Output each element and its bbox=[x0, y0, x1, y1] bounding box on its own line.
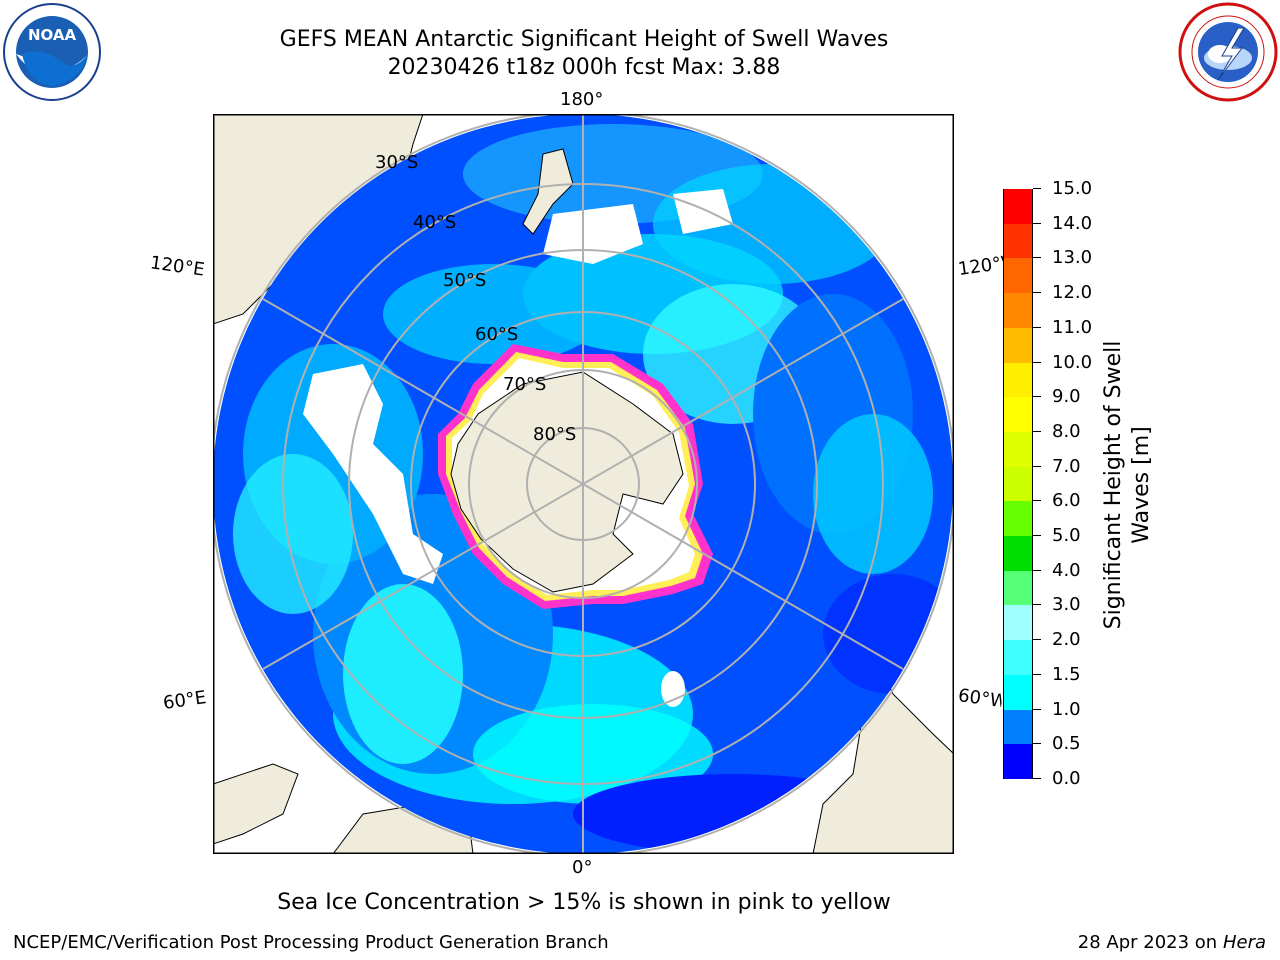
colorbar-label: Significant Height of Swell Waves [m] bbox=[1100, 341, 1156, 630]
colorbar-tick bbox=[1033, 430, 1041, 432]
colorbar-tick-label: 9.0 bbox=[1052, 386, 1081, 408]
noaa-logo: NOAA bbox=[3, 3, 101, 101]
colorbar-tick-label: 6.0 bbox=[1052, 490, 1081, 512]
colorbar-tick bbox=[1033, 778, 1041, 779]
colorbar-tick-label: 2.0 bbox=[1052, 629, 1081, 651]
footer-credit: NCEP/EMC/Verification Post Processing Pr… bbox=[13, 932, 609, 953]
lat-label-40: 40°S bbox=[413, 212, 456, 233]
lon-label-60w: 60°W bbox=[956, 685, 1004, 712]
colorbar-segment bbox=[1004, 188, 1032, 224]
colorbar-segment bbox=[1004, 223, 1032, 259]
colorbar-tick bbox=[1033, 188, 1041, 189]
lat-label-50: 50°S bbox=[443, 270, 486, 291]
colorbar-tick bbox=[1033, 743, 1041, 745]
lon-label-120e: 120°E bbox=[148, 252, 206, 281]
colorbar bbox=[1003, 188, 1033, 779]
madagascar-land bbox=[213, 763, 299, 845]
colorbar-segment bbox=[1004, 570, 1032, 606]
colorbar-tick-label: 5.0 bbox=[1052, 525, 1081, 547]
colorbar-tick-label: 12.0 bbox=[1052, 282, 1093, 304]
sea-ice-note: Sea Ice Concentration > 15% is shown in … bbox=[277, 890, 891, 915]
colorbar-tick bbox=[1033, 292, 1041, 294]
polar-map: 30°S 40°S 50°S 60°S 70°S 80°S bbox=[213, 114, 954, 854]
colorbar-tick-label: 4.0 bbox=[1052, 559, 1081, 581]
colorbar-segment bbox=[1004, 639, 1032, 675]
colorbar-tick bbox=[1033, 396, 1041, 398]
lat-label-70: 70°S bbox=[503, 374, 546, 395]
colorbar-tick bbox=[1033, 604, 1041, 606]
colorbar-tick bbox=[1033, 326, 1041, 328]
antarctica-land bbox=[450, 371, 684, 593]
chart-subtitle: 20230426 t18z 000h fcst Max: 3.88 bbox=[387, 55, 781, 80]
map-border bbox=[213, 114, 954, 854]
graticule bbox=[213, 114, 954, 854]
colorbar-tick-label: 15.0 bbox=[1052, 178, 1093, 199]
colorbar-segment bbox=[1004, 500, 1032, 537]
colorbar-tick bbox=[1033, 639, 1041, 641]
new-zealand-land bbox=[522, 148, 574, 235]
colorbar-segment bbox=[1004, 604, 1032, 641]
colorbar-label-line1: Significant Height of Swell bbox=[1101, 340, 1126, 630]
colorbar-segment bbox=[1004, 466, 1032, 502]
colorbar-tick-label: 8.0 bbox=[1052, 420, 1081, 442]
colorbar-tick-label: 1.5 bbox=[1052, 663, 1081, 685]
colorbar-tick bbox=[1033, 708, 1041, 710]
colorbar-segment bbox=[1004, 674, 1032, 710]
colorbar-tick bbox=[1033, 500, 1041, 502]
colorbar-tick bbox=[1033, 465, 1041, 467]
colorbar-tick bbox=[1033, 535, 1041, 537]
lon-label-180: 180° bbox=[560, 89, 604, 110]
chart-title: GEFS MEAN Antarctic Significant Height o… bbox=[279, 27, 889, 52]
colorbar-tick-label: 1.0 bbox=[1052, 698, 1081, 720]
colorbar-tick bbox=[1033, 673, 1041, 675]
lon-label-120w: 120°W bbox=[956, 252, 1006, 281]
noaa-logo-text: NOAA bbox=[28, 26, 77, 44]
colorbar-tick-label: 7.0 bbox=[1052, 455, 1081, 477]
colorbar-segment bbox=[1004, 362, 1032, 398]
colorbar-tick-label: 14.0 bbox=[1052, 212, 1093, 234]
footer-host: Hera bbox=[1222, 932, 1266, 953]
nws-logo bbox=[1178, 2, 1278, 102]
colorbar-tick-label: 3.0 bbox=[1052, 594, 1081, 616]
colorbar-tick-label: 10.0 bbox=[1052, 351, 1093, 373]
colorbar-tick-label: 0.5 bbox=[1052, 733, 1081, 755]
colorbar-segment bbox=[1004, 709, 1032, 745]
lon-label-0: 0° bbox=[572, 857, 593, 878]
lon-label-60e: 60°E bbox=[161, 687, 208, 714]
lat-label-80: 80°S bbox=[533, 424, 576, 445]
colorbar-tick-label: 0.0 bbox=[1052, 768, 1081, 789]
lat-label-30: 30°S bbox=[375, 152, 418, 173]
colorbar-segment bbox=[1004, 327, 1032, 363]
lat-label-60: 60°S bbox=[475, 324, 518, 345]
colorbar-tick-label: 13.0 bbox=[1052, 247, 1093, 269]
colorbar-segment bbox=[1004, 743, 1032, 779]
colorbar-tick bbox=[1033, 569, 1041, 571]
colorbar-tick bbox=[1033, 361, 1041, 363]
colorbar-tick-label: 11.0 bbox=[1052, 316, 1093, 338]
colorbar-segment bbox=[1004, 396, 1032, 432]
colorbar-tick bbox=[1033, 222, 1041, 224]
colorbar-segment bbox=[1004, 292, 1032, 328]
colorbar-segment bbox=[1004, 257, 1032, 294]
colorbar-segment bbox=[1004, 535, 1032, 571]
colorbar-segment bbox=[1004, 431, 1032, 467]
footer-date: 28 Apr 2023 on Hera bbox=[1077, 932, 1266, 953]
colorbar-tick bbox=[1033, 257, 1041, 259]
colorbar-label-line2: Waves [m] bbox=[1129, 426, 1154, 544]
